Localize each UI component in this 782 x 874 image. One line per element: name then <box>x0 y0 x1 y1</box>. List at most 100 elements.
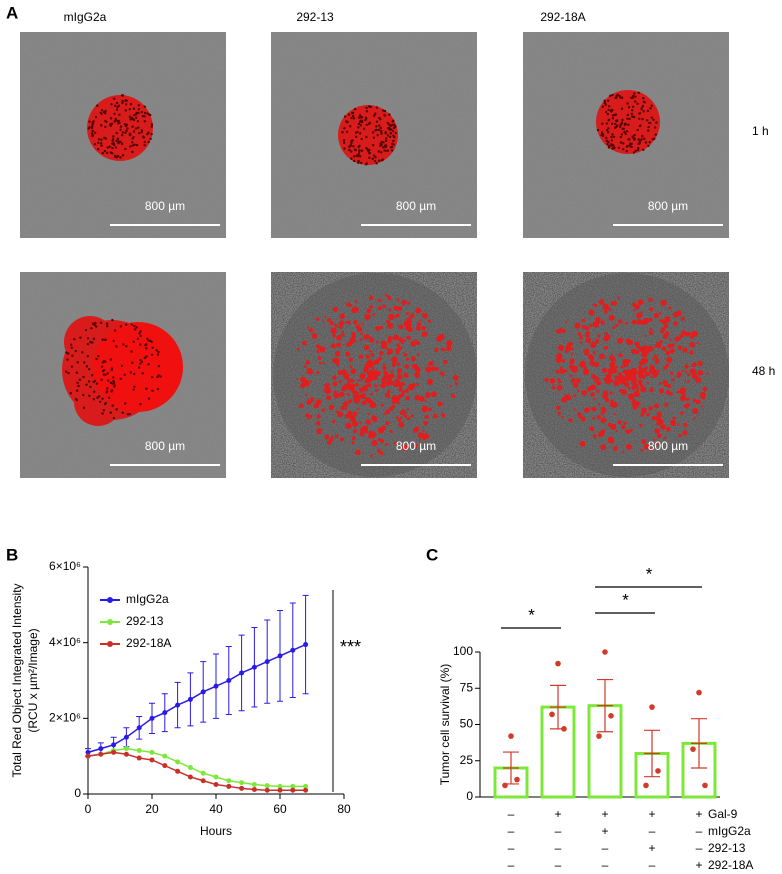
red-cell <box>648 121 652 125</box>
red-cell <box>362 127 366 131</box>
red-cell <box>682 393 686 397</box>
data-point <box>123 751 129 757</box>
red-cell <box>622 369 627 374</box>
x-axis-label: Hours <box>200 824 232 838</box>
red-cell <box>616 93 619 97</box>
red-cell <box>151 346 154 350</box>
red-cell <box>634 341 640 347</box>
red-cell <box>606 99 610 102</box>
red-cell <box>606 112 610 116</box>
red-cell <box>620 121 624 124</box>
red-cell <box>556 353 563 360</box>
significance-label: * <box>646 564 653 583</box>
red-cell <box>665 426 671 432</box>
red-cell <box>647 125 650 129</box>
red-cell <box>341 330 344 334</box>
red-cell <box>313 403 320 409</box>
red-cell <box>365 106 368 110</box>
red-cell <box>360 149 364 152</box>
red-cell <box>565 350 568 354</box>
red-cell <box>334 323 338 328</box>
red-cell <box>375 162 378 165</box>
red-cell <box>371 131 375 134</box>
red-cell <box>92 380 95 384</box>
red-cell <box>124 323 128 326</box>
micrograph: 800 µm <box>20 272 226 478</box>
red-cell <box>673 321 678 326</box>
red-cell <box>646 412 650 417</box>
red-cell <box>350 116 353 120</box>
y-tick-label: 75 <box>460 680 474 694</box>
red-cell <box>559 368 566 375</box>
red-cell <box>101 338 104 341</box>
red-cell <box>323 315 326 318</box>
red-cell <box>319 346 326 353</box>
red-cell <box>348 399 353 404</box>
red-cell <box>620 365 624 369</box>
red-cell <box>624 382 630 388</box>
red-cell <box>642 148 645 152</box>
red-cell <box>663 324 668 329</box>
red-cell <box>612 135 616 139</box>
red-cell <box>121 99 124 103</box>
red-cell <box>639 423 643 428</box>
red-cell <box>624 132 627 136</box>
red-cell <box>343 147 346 150</box>
red-cell <box>88 120 91 123</box>
red-cell <box>382 141 385 144</box>
legend-label: 292-13 <box>126 614 164 628</box>
red-cell <box>601 133 605 136</box>
red-cell <box>352 396 359 403</box>
y-tick-label: 25 <box>460 753 474 767</box>
red-cell <box>392 123 396 126</box>
red-cell <box>389 131 393 135</box>
treatment-sign: – <box>555 841 562 855</box>
red-cell <box>596 377 600 381</box>
red-cell <box>379 142 382 146</box>
micrograph: 800 µm <box>523 272 729 478</box>
error-bar <box>691 718 707 769</box>
red-cell <box>369 105 373 109</box>
red-cell <box>111 318 114 322</box>
red-cell <box>351 420 359 428</box>
red-cell <box>651 357 655 361</box>
red-cell <box>81 351 84 354</box>
red-cell <box>577 332 582 336</box>
red-cell <box>66 358 69 361</box>
y-axis-label: Total Red Object Integrated Intensity <box>10 583 24 777</box>
red-cell <box>664 331 670 337</box>
red-cell <box>684 370 688 373</box>
red-cell <box>140 110 143 114</box>
red-cell <box>544 377 549 383</box>
red-cell <box>416 321 422 327</box>
red-cell <box>619 388 623 393</box>
red-cell <box>348 357 353 362</box>
red-cell <box>374 129 377 132</box>
red-cell <box>631 105 635 108</box>
red-cell <box>358 114 362 117</box>
red-cell <box>633 92 636 95</box>
red-cell <box>389 373 395 379</box>
red-cell <box>123 373 126 377</box>
red-cell <box>353 339 357 343</box>
red-cell <box>100 108 104 112</box>
red-cell <box>581 390 588 396</box>
red-cell <box>690 368 695 373</box>
data-point <box>239 780 245 786</box>
data-point <box>123 746 129 752</box>
red-cell <box>633 383 639 389</box>
panel-label: A <box>6 3 18 22</box>
red-cell <box>654 344 659 348</box>
red-cell <box>706 372 709 375</box>
red-cell <box>309 328 314 333</box>
red-cell <box>384 132 387 135</box>
treatment-label: Gal-9 <box>708 807 738 821</box>
red-cell <box>692 407 699 414</box>
data-point <box>239 670 245 676</box>
red-cell <box>582 368 590 375</box>
red-cell <box>614 96 617 100</box>
red-cell <box>346 320 351 325</box>
red-cell <box>628 143 632 147</box>
data-point <box>98 746 104 752</box>
red-cell <box>385 347 389 350</box>
